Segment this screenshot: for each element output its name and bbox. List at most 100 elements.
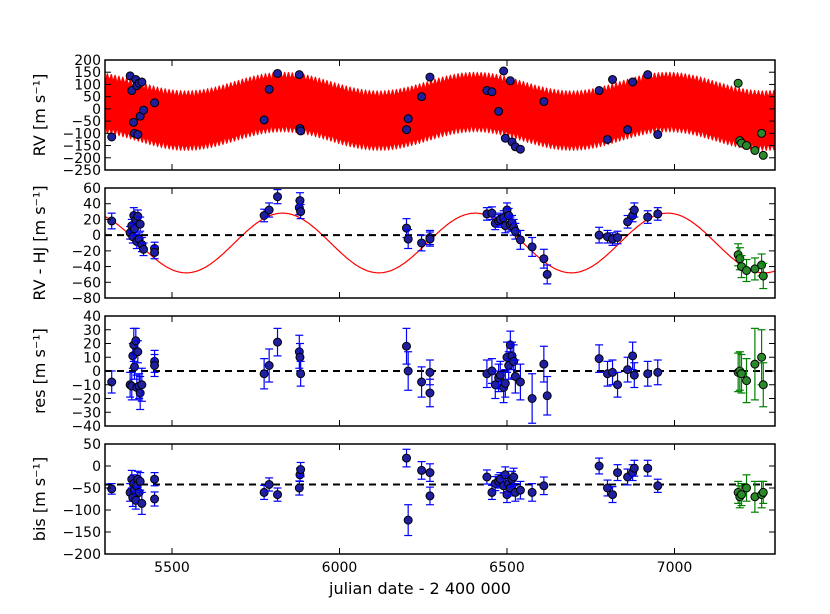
green-data-point: [742, 483, 752, 493]
blue-data-point: [128, 117, 138, 127]
y-tick-label: −200: [63, 547, 101, 563]
blue-data-point: [628, 351, 638, 361]
blue-data-point: [402, 453, 411, 463]
y-axis-label: bis [m s⁻¹]: [30, 457, 49, 541]
y-axis-label: res [m s⁻¹]: [30, 328, 49, 414]
y-tick-label: 10: [83, 350, 101, 366]
blue-data-point: [135, 219, 145, 229]
blue-data-point: [259, 369, 269, 379]
blue-data-point: [653, 481, 663, 491]
blue-data-point: [417, 377, 427, 387]
blue-data-point: [417, 238, 427, 248]
y-tick-label: 40: [83, 309, 101, 325]
blue-data-point: [643, 369, 653, 379]
green-data-point: [750, 264, 760, 274]
blue-data-point: [608, 490, 618, 500]
panel-frame: [104, 187, 776, 299]
blue-data-point: [509, 472, 519, 482]
blue-data-point: [402, 341, 411, 351]
long-period-model-curve: [105, 212, 775, 274]
green-data-point: [742, 141, 752, 151]
x-tick-label: 7000: [657, 560, 693, 576]
blue-data-point: [510, 226, 520, 236]
green-data-point: [757, 260, 767, 270]
y-tick-label: −100: [63, 126, 101, 142]
blue-data-point: [417, 465, 427, 475]
y-axis-label: RV [m s⁻¹]: [30, 74, 49, 157]
blue-data-point: [643, 212, 653, 222]
panel-bisector: 50 0 −50 −100 −150 −200 5500 6000 6500 7000 bis [m…: [30, 437, 776, 576]
y-tick-label: 20: [83, 212, 101, 228]
blue-data-point: [425, 367, 435, 377]
blue-data-point: [629, 205, 639, 215]
green-data-point: [758, 271, 768, 281]
blue-data-point: [594, 461, 604, 471]
blue-data-point: [296, 369, 306, 379]
blue-data-point: [133, 130, 143, 140]
blue-data-point: [594, 354, 604, 364]
blue-data-point: [499, 66, 509, 76]
blue-data-point: [527, 394, 537, 403]
blue-data-point: [594, 230, 604, 240]
y-tick-label: −80: [71, 291, 101, 307]
blue-data-point: [135, 476, 145, 486]
rv-model-band: [105, 71, 775, 152]
blue-data-point: [500, 470, 510, 480]
blue-data-point: [139, 244, 149, 254]
blue-data-point: [403, 114, 413, 124]
blue-data-point: [150, 494, 160, 504]
green-data-point: [757, 352, 767, 362]
y-tick-label: −20: [71, 392, 101, 408]
blue-data-point: [653, 209, 663, 219]
blue-data-point: [643, 70, 653, 80]
blue-data-point: [500, 133, 510, 143]
blue-data-point: [653, 130, 663, 140]
blue-data-point: [603, 134, 612, 144]
blue-data-point: [296, 465, 306, 475]
blue-data-point: [259, 487, 269, 497]
blue-data-point: [629, 370, 639, 380]
blue-data-point: [603, 483, 612, 493]
green-data-point: [742, 266, 752, 275]
blue-data-point: [539, 254, 549, 264]
blue-data-point: [613, 380, 623, 390]
blue-data-point: [129, 362, 139, 372]
blue-data-point: [403, 366, 413, 376]
y-tick-label: 100: [74, 77, 101, 93]
blue-data-point: [539, 359, 549, 369]
y-tick-label: 40: [83, 197, 101, 213]
blue-data-point: [107, 216, 117, 226]
y-tick-label: 0: [92, 459, 101, 475]
blue-data-point: [417, 92, 427, 102]
blue-data-point: [527, 487, 537, 497]
blue-data-point: [539, 97, 549, 107]
y-tick-label: −30: [71, 405, 101, 421]
blue-data-point: [613, 233, 623, 242]
blue-data-point: [294, 70, 304, 80]
blue-data-point: [515, 485, 525, 495]
green-data-point: [757, 128, 767, 138]
x-tick-label: 6500: [489, 560, 525, 576]
blue-data-point: [425, 234, 435, 244]
plot-area: [105, 327, 775, 424]
y-tick-label: −100: [63, 503, 101, 519]
blue-data-point: [425, 72, 435, 82]
blue-data-point: [653, 367, 663, 377]
blue-data-point: [643, 463, 653, 473]
blue-data-point: [425, 491, 435, 501]
y-tick-label: −40: [71, 260, 101, 276]
plot-area: [105, 448, 775, 537]
y-tick-label: 0: [92, 364, 101, 380]
blue-data-point: [295, 352, 305, 362]
blue-data-point: [402, 223, 411, 233]
y-tick-label: −50: [71, 481, 101, 497]
blue-data-point: [482, 472, 492, 482]
blue-data-point: [629, 463, 639, 473]
green-data-point: [737, 490, 746, 500]
green-data-point: [733, 78, 743, 88]
plot-area: [105, 188, 775, 290]
blue-data-point: [264, 479, 274, 489]
panel-frame: [104, 59, 776, 171]
y-tick-label: −150: [63, 139, 101, 155]
